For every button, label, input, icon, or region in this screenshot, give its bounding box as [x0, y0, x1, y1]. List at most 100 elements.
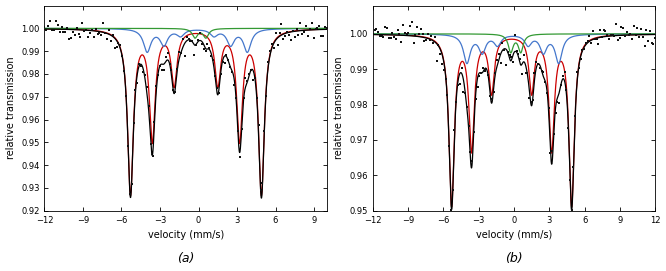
- Point: [132, 80, 143, 85]
- Point: [474, 74, 485, 78]
- Point: [412, 25, 422, 30]
- Point: [605, 33, 616, 38]
- Point: [591, 37, 602, 41]
- Point: [123, 144, 133, 148]
- Point: [392, 28, 403, 32]
- Point: [451, 100, 462, 104]
- Point: [119, 68, 129, 73]
- Point: [219, 61, 230, 66]
- Point: [643, 39, 653, 43]
- Point: [71, 26, 82, 30]
- Point: [453, 83, 464, 87]
- Point: [637, 35, 648, 40]
- Point: [634, 35, 645, 39]
- Point: [259, 128, 270, 133]
- Point: [159, 68, 169, 72]
- Point: [255, 188, 266, 192]
- Point: [573, 66, 584, 70]
- Point: [248, 78, 258, 82]
- Point: [527, 98, 538, 102]
- Point: [378, 34, 389, 39]
- Point: [217, 60, 228, 64]
- Point: [53, 23, 63, 28]
- Point: [486, 96, 497, 101]
- Point: [129, 121, 139, 125]
- Point: [268, 46, 279, 50]
- Point: [559, 70, 570, 74]
- Point: [478, 66, 488, 70]
- Point: [603, 37, 614, 41]
- Point: [581, 41, 591, 45]
- Point: [66, 36, 77, 40]
- Point: [151, 84, 162, 88]
- Point: [130, 88, 141, 92]
- Point: [472, 85, 483, 90]
- Point: [619, 34, 630, 38]
- Point: [96, 33, 107, 37]
- Point: [314, 24, 324, 28]
- Point: [225, 64, 236, 69]
- Point: [79, 29, 90, 33]
- Point: [462, 104, 472, 109]
- Point: [492, 58, 502, 62]
- Point: [400, 31, 410, 35]
- Point: [198, 46, 209, 51]
- Point: [58, 30, 69, 34]
- Point: [614, 36, 625, 40]
- Point: [242, 79, 252, 83]
- Point: [98, 21, 109, 25]
- Point: [629, 24, 639, 28]
- Point: [497, 41, 507, 45]
- Point: [609, 34, 619, 38]
- Point: [208, 58, 218, 62]
- Point: [504, 53, 515, 57]
- Point: [456, 65, 467, 70]
- Point: [157, 67, 167, 72]
- Point: [496, 61, 506, 66]
- Point: [288, 29, 298, 33]
- Point: [625, 32, 635, 36]
- Point: [172, 67, 182, 72]
- Point: [121, 94, 131, 98]
- Point: [190, 43, 201, 48]
- Point: [384, 36, 394, 40]
- Point: [320, 25, 330, 29]
- Y-axis label: relative transmission: relative transmission: [334, 57, 344, 159]
- Point: [284, 33, 294, 37]
- Point: [223, 57, 234, 62]
- Point: [55, 30, 65, 34]
- Point: [554, 101, 565, 105]
- Point: [470, 96, 481, 101]
- Point: [394, 32, 405, 36]
- Point: [602, 33, 613, 37]
- Point: [515, 57, 525, 62]
- Point: [238, 96, 249, 100]
- Point: [410, 33, 421, 37]
- Point: [304, 27, 315, 31]
- Point: [403, 31, 414, 35]
- Point: [613, 38, 623, 43]
- Point: [81, 28, 91, 32]
- Point: [437, 62, 448, 66]
- Point: [161, 55, 171, 60]
- Point: [513, 51, 523, 56]
- Point: [266, 42, 277, 46]
- Point: [77, 20, 88, 25]
- Point: [541, 91, 552, 95]
- Point: [299, 30, 310, 34]
- Point: [200, 49, 211, 53]
- Point: [297, 32, 308, 37]
- Point: [270, 31, 281, 35]
- Point: [534, 66, 545, 70]
- Point: [250, 76, 260, 80]
- Point: [368, 32, 378, 36]
- Point: [555, 83, 566, 88]
- Point: [109, 46, 120, 50]
- Point: [67, 30, 78, 35]
- Point: [127, 182, 137, 186]
- Point: [194, 31, 205, 35]
- Point: [69, 33, 80, 37]
- Point: [641, 28, 651, 33]
- Point: [494, 52, 504, 56]
- Point: [234, 154, 245, 159]
